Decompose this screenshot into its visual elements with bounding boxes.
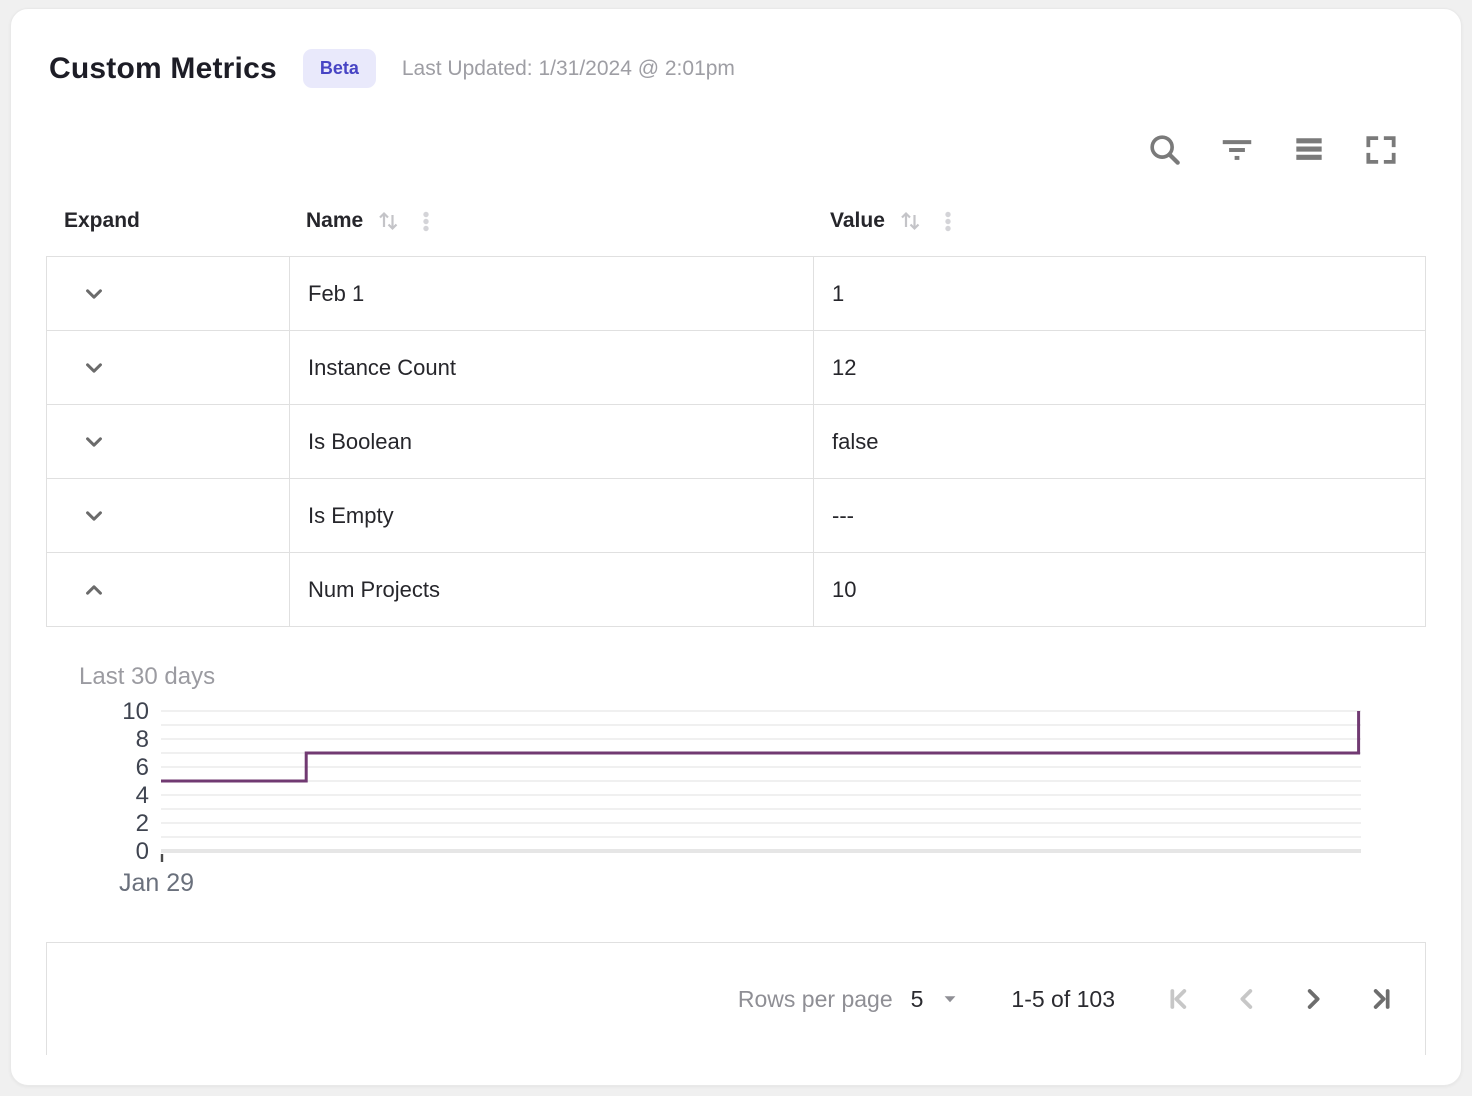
name-cell: Is Boolean (289, 405, 813, 478)
value-cell: --- (813, 479, 1429, 552)
filter-icon[interactable] (1217, 130, 1257, 170)
custom-metrics-card: Custom Metrics Beta Last Updated: 1/31/2… (10, 8, 1462, 1086)
table-row: Feb 1 1 (47, 257, 1425, 331)
svg-text:10: 10 (122, 701, 149, 725)
chevron-down-icon[interactable] (79, 501, 109, 531)
value-cell: 10 (813, 553, 1429, 626)
expand-cell (47, 257, 289, 330)
name-cell: Instance Count (289, 331, 813, 404)
expand-cell (47, 405, 289, 478)
last-updated-text: Last Updated: 1/31/2024 @ 2:01pm (401, 56, 735, 80)
fullscreen-icon[interactable] (1361, 130, 1401, 170)
column-menu-icon[interactable] (411, 206, 441, 236)
table-row: Is Empty --- (47, 479, 1425, 553)
name-cell: Feb 1 (289, 257, 813, 330)
chevron-down-icon[interactable] (79, 353, 109, 383)
column-menu-icon[interactable] (933, 206, 963, 236)
svg-text:Jan 29: Jan 29 (119, 869, 194, 893)
first-page-icon[interactable] (1165, 983, 1197, 1015)
beta-badge: Beta (302, 49, 376, 88)
expand-cell (47, 553, 289, 626)
pagination-controls (1165, 983, 1395, 1015)
sort-icon[interactable] (895, 206, 925, 236)
column-label: Name (306, 209, 364, 232)
column-label: Expand (64, 209, 140, 232)
table-footer: Rows per page 5 1-5 of 103 (46, 942, 1426, 1055)
chevron-up-icon[interactable] (79, 575, 109, 605)
column-header-expand: Expand (46, 209, 288, 233)
name-cell: Num Projects (289, 553, 813, 626)
detail-panel-title: Last 30 days (79, 663, 216, 690)
svg-text:4: 4 (136, 782, 149, 809)
search-icon[interactable] (1145, 130, 1185, 170)
column-header-name[interactable]: Name (288, 206, 812, 236)
table-row: Instance Count 12 (47, 331, 1425, 405)
expand-cell (47, 331, 289, 404)
svg-text:6: 6 (136, 754, 149, 781)
last-page-icon[interactable] (1363, 983, 1395, 1015)
svg-text:8: 8 (136, 726, 149, 753)
value-cell: 1 (813, 257, 1429, 330)
pagination-range-label: 1-5 of 103 (1011, 985, 1115, 1012)
svg-text:2: 2 (136, 810, 149, 837)
rows-per-page-value[interactable]: 5 (910, 985, 924, 1012)
density-icon[interactable] (1289, 130, 1329, 170)
sort-icon[interactable] (373, 206, 403, 236)
table-row: Num Projects 10 (47, 553, 1425, 627)
table-row: Is Boolean false (47, 405, 1425, 479)
header: Custom Metrics Beta Last Updated: 1/31/2… (49, 49, 1423, 88)
rows-per-page-dropdown-icon[interactable] (937, 986, 963, 1012)
table-body: Feb 1 1 Instance Count 12 (46, 256, 1426, 627)
value-cell: 12 (813, 331, 1429, 404)
last-30-days-chart: 0 2 4 6 8 10 Jan 29 (101, 698, 1461, 898)
table-toolbar (11, 130, 1401, 170)
column-header-value[interactable]: Value (812, 206, 1428, 236)
svg-text:0: 0 (136, 838, 149, 865)
page-title: Custom Metrics (49, 51, 277, 85)
next-page-icon[interactable] (1297, 983, 1329, 1015)
chevron-down-icon[interactable] (79, 279, 109, 309)
previous-page-icon[interactable] (1231, 983, 1263, 1015)
table-header-row: Expand Name Value (46, 186, 1426, 256)
column-label: Value (830, 209, 885, 232)
rows-per-page-label: Rows per page (737, 985, 893, 1012)
value-cell: false (813, 405, 1429, 478)
chevron-down-icon[interactable] (79, 427, 109, 457)
expand-cell (47, 479, 289, 552)
name-cell: Is Empty (289, 479, 813, 552)
